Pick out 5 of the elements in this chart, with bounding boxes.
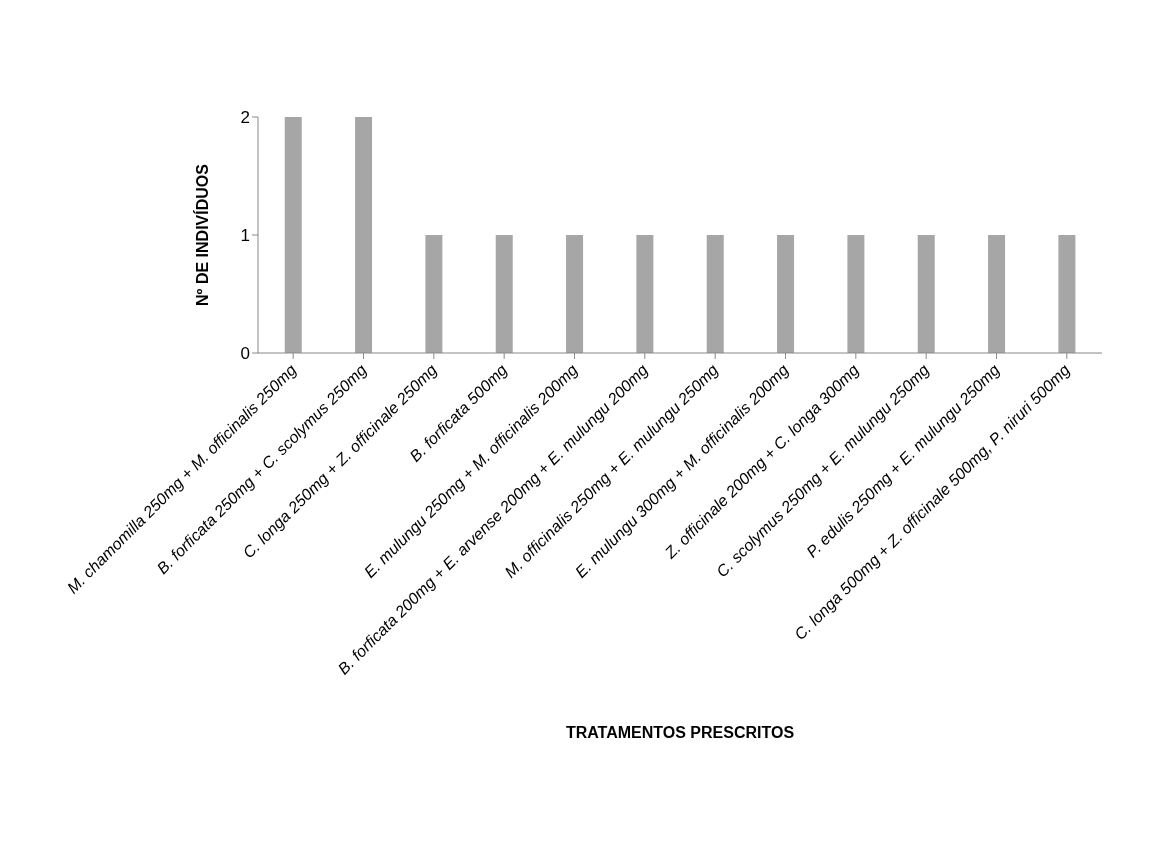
x-axis-title: TRATAMENTOS PRESCRITOS xyxy=(565,724,795,741)
y-tick-label: 1 xyxy=(240,226,250,246)
y-tick-label: 0 xyxy=(240,344,250,364)
y-axis-title: Nº DE INDIVÍDUOS xyxy=(192,163,211,306)
y-tick-label: 2 xyxy=(240,108,250,128)
